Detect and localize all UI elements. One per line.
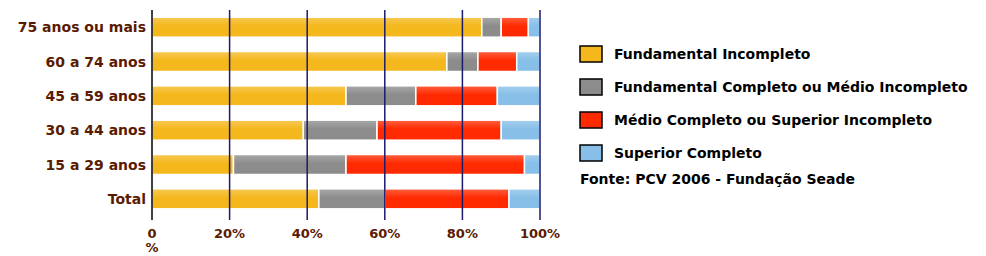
bar-segment xyxy=(385,189,509,209)
bar-segment xyxy=(482,17,501,37)
category-label: 30 a 44 anos xyxy=(46,122,146,138)
bar-segment xyxy=(377,120,501,140)
legend-label: Superior Completo xyxy=(614,145,762,161)
grid-line xyxy=(384,10,386,220)
bar-segment xyxy=(346,86,416,106)
category-label: 75 anos ou mais xyxy=(18,19,146,35)
category-label: 45 a 59 anos xyxy=(46,88,146,104)
bar-segment xyxy=(152,189,319,209)
bar-segment xyxy=(497,86,540,106)
grid-line xyxy=(539,10,541,220)
tick-label: 40% xyxy=(292,226,323,241)
axis-label: % xyxy=(145,240,158,255)
grid-line xyxy=(462,10,464,220)
grid-line xyxy=(306,10,308,220)
bars xyxy=(152,17,540,209)
grid-line xyxy=(151,10,153,220)
legend-label: Fundamental Incompleto xyxy=(614,46,811,62)
legend-label: Médio Completo ou Superior Incompleto xyxy=(614,112,933,128)
bar-segment xyxy=(233,155,346,175)
legend-swatch xyxy=(580,79,602,95)
category-label: 60 a 74 anos xyxy=(46,54,146,70)
category-label: Total xyxy=(108,191,146,207)
bar-segment xyxy=(152,52,447,72)
legend-swatch xyxy=(580,112,602,128)
bar-segment xyxy=(501,17,528,37)
bar-segment xyxy=(501,120,540,140)
bar-segment xyxy=(528,17,540,37)
tick-label: 20% xyxy=(214,226,245,241)
category-label: 15 a 29 anos xyxy=(46,157,146,173)
bar-segment xyxy=(416,86,497,106)
bar-segment xyxy=(517,52,540,72)
bar-segment xyxy=(346,155,524,175)
bar-segment xyxy=(509,189,540,209)
bar-segment xyxy=(478,52,517,72)
legend-swatch xyxy=(580,46,602,62)
grid-line xyxy=(229,10,231,220)
bar-segment xyxy=(152,120,303,140)
bar-segment xyxy=(152,86,346,106)
bar-segment xyxy=(303,120,377,140)
tick-label: 100% xyxy=(520,226,560,241)
chart: 0 20% 40% 60% 80% 100%% 75 anos ou mais 60 a 74… xyxy=(0,0,986,256)
tick-label: 0 xyxy=(147,226,156,241)
legend-swatch xyxy=(580,145,602,161)
bar-segment xyxy=(152,17,482,37)
source: Fonte: PCV 2006 - Fundação Seade xyxy=(580,171,855,187)
bar-segment xyxy=(319,189,385,209)
bar-segment xyxy=(524,155,540,175)
bar-segment xyxy=(152,155,233,175)
tick-label: 60% xyxy=(369,226,400,241)
legend-label: Fundamental Completo ou Médio Incompleto xyxy=(614,79,968,95)
tick-label: 80% xyxy=(447,226,478,241)
